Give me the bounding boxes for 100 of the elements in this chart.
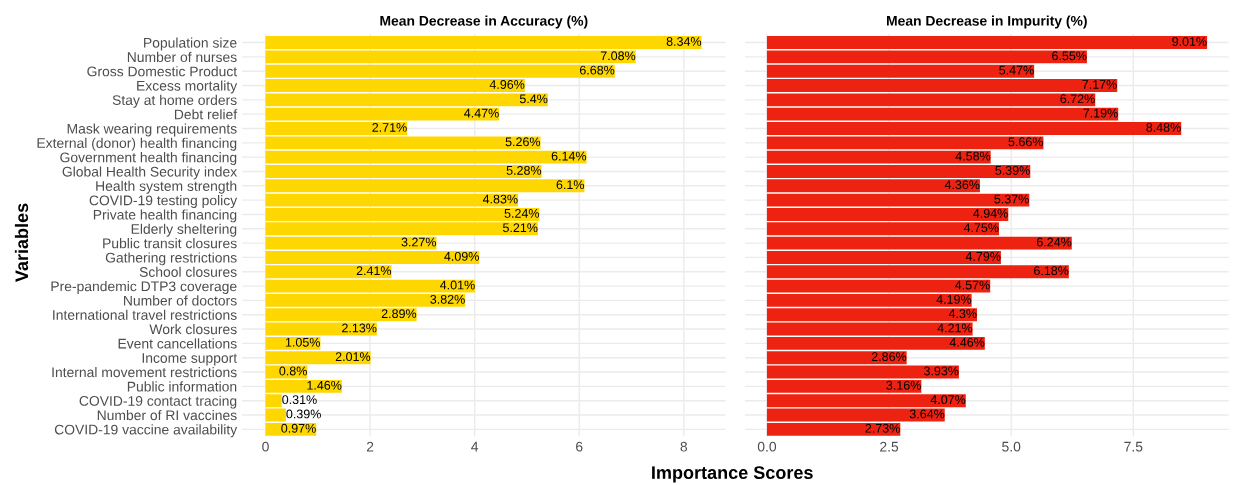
y-tick-label: Number of nurses [127, 51, 237, 63]
data-label: 5.21% [502, 223, 538, 233]
x-tick-label: 4 [471, 441, 479, 452]
data-label: 2.71% [372, 123, 407, 132]
data-label: 0.31% [282, 395, 317, 405]
data-label: 3.64% [909, 409, 945, 419]
y-tick-label: Government health financing [60, 152, 237, 166]
data-label: 5.39% [995, 165, 1030, 175]
data-label: 4.83% [482, 194, 518, 204]
data-label: 8.48% [1146, 123, 1181, 132]
data-label: 5.26% [505, 137, 541, 147]
data-label: 4.57% [955, 280, 990, 290]
data-label: 0.8% [279, 366, 307, 376]
y-tick-label: International travel restrictions [53, 309, 237, 320]
data-label: 4.94% [973, 208, 1008, 218]
chart-title: Mean Decrease in Accuracy (%) [380, 15, 588, 29]
data-label: 9.01% [1172, 37, 1207, 46]
y-tick-label: Pre-pandemic DTP3 coverage [51, 281, 237, 294]
data-label: 2.73% [865, 423, 900, 433]
data-label: 7.08% [600, 51, 636, 61]
chart-title: Mean Decrease in Impurity (%) [886, 15, 1087, 29]
data-label: 5.37% [994, 194, 1029, 204]
data-label: 2.01% [335, 352, 371, 362]
data-label: 4.47% [464, 108, 499, 118]
x-tick-label: 0 [262, 441, 269, 452]
y-tick-label: Excess mortality [137, 80, 238, 94]
data-label: 4.21% [937, 323, 973, 333]
y-tick-label: Event cancellations [118, 338, 237, 349]
data-label: 4.96% [489, 80, 525, 89]
data-label: 4.19% [936, 294, 972, 304]
data-label: 5.28% [506, 165, 542, 175]
y-tick-label: Health system strength [96, 180, 237, 194]
y-tick-label: COVID-19 testing policy [89, 195, 238, 209]
data-label: 6.18% [1034, 266, 1069, 276]
data-label: 4.75% [963, 223, 999, 233]
y-tick-label: COVID-19 contact tracing [79, 395, 237, 409]
data-label: 4.07% [930, 395, 966, 405]
y-tick-label: Global Health Security index [62, 166, 237, 180]
y-tick-label: Public information [127, 381, 237, 392]
y-tick-label: External (donor) health financing [37, 137, 237, 151]
data-label: 1.05% [285, 337, 320, 347]
data-label: 4.09% [444, 251, 479, 261]
y-tick-label: Work closures [149, 324, 237, 335]
data-label: 6.55% [1052, 51, 1087, 61]
y-axis-title: Variables [14, 203, 29, 283]
data-label: 6.24% [1036, 237, 1072, 247]
data-label: 5.24% [504, 208, 540, 218]
data-label: 5.47% [999, 65, 1034, 75]
data-label: 0.97% [281, 423, 316, 433]
data-label: 4.58% [955, 151, 991, 161]
data-label: 3.27% [401, 237, 437, 247]
data-label: 8.34% [666, 37, 702, 46]
data-label: 5.4% [519, 94, 548, 104]
data-label: 4.79% [965, 251, 1001, 261]
y-tick-label: Mask wearing requirements [67, 123, 237, 137]
y-tick-label: Private health financing [93, 209, 237, 223]
x-tick-label: 2.5 [880, 441, 899, 452]
x-axis-title: Importance Scores [652, 466, 813, 483]
data-label: 2.86% [871, 352, 907, 362]
data-label: 1.46% [307, 380, 342, 390]
data-label: 0.39% [286, 409, 321, 419]
data-label: 3.93% [923, 366, 959, 376]
y-tick-label: Income support [142, 353, 238, 366]
x-tick-label: 6 [576, 441, 583, 452]
x-tick-label: 2 [366, 441, 374, 452]
y-tick-label: School closures [139, 266, 237, 277]
y-tick-label: Debt relief [174, 109, 238, 120]
y-tick-label: Gathering restrictions [105, 252, 237, 266]
bar [265, 408, 286, 422]
data-label: 7.17% [1082, 80, 1117, 89]
data-label: 2.41% [356, 266, 392, 276]
y-tick-label: Public transit closures [103, 238, 237, 249]
y-tick-label: Elderly sheltering [131, 223, 237, 237]
data-label: 2.89% [381, 309, 417, 319]
x-tick-label: 8 [680, 441, 688, 452]
x-tick-label: 0.0 [757, 441, 777, 452]
y-tick-label: Number of doctors [124, 295, 237, 306]
data-label: 4.46% [949, 337, 985, 347]
data-label: 6.68% [579, 65, 615, 75]
y-tick-label: Gross Domestic Product [87, 66, 238, 77]
data-label: 3.82% [430, 294, 465, 304]
y-tick-label: Stay at home orders [112, 94, 237, 108]
data-label: 4.36% [944, 180, 980, 190]
data-label: 6.1% [556, 180, 585, 190]
bar [766, 365, 959, 379]
data-label: 6.72% [1060, 94, 1095, 104]
data-label: 5.66% [1008, 137, 1043, 147]
y-tick-label: Internal movement restrictions [52, 367, 237, 378]
data-label: 6.14% [551, 151, 587, 161]
data-label: 4.01% [440, 280, 475, 290]
y-tick-label: Population size [144, 37, 237, 51]
data-label: 7.19% [1083, 108, 1118, 118]
x-tick-label: 5.0 [1002, 441, 1021, 452]
data-label: 2.13% [342, 323, 377, 333]
x-tick-label: 7.5 [1124, 441, 1143, 452]
bar [766, 422, 901, 436]
y-tick-label: Number of RI vaccines [97, 409, 237, 421]
data-label: 3.16% [886, 380, 921, 390]
data-label: 4.3% [948, 309, 977, 319]
y-tick-label: COVID-19 vaccine availability [54, 424, 238, 438]
